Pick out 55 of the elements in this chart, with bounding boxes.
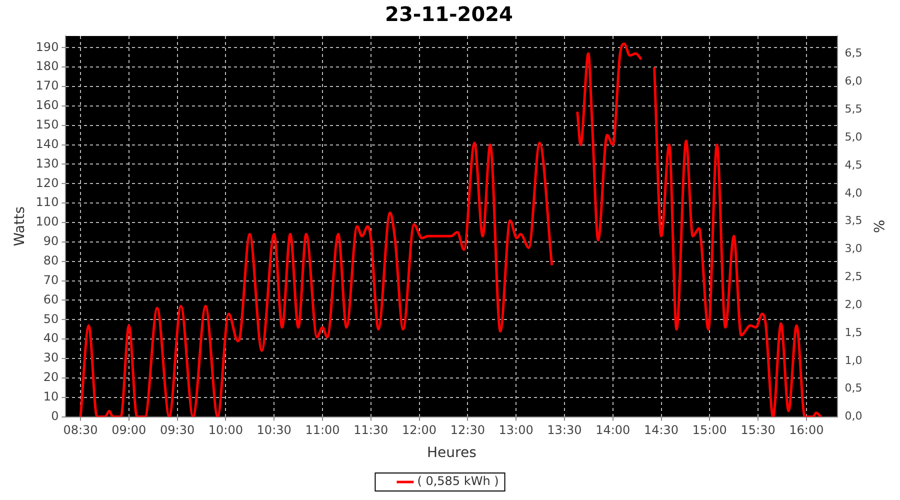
y-tick-label: 30 bbox=[43, 350, 59, 365]
y2-tick-label: 5,0 bbox=[844, 130, 862, 144]
y2-tick-label: 3,5 bbox=[844, 214, 862, 228]
y-tick-label: 70 bbox=[43, 272, 59, 287]
y-tick-label: 80 bbox=[43, 253, 59, 268]
y-tick-label: 150 bbox=[36, 117, 59, 132]
y-tick-label: 60 bbox=[43, 292, 59, 306]
x-axis-title: Heures bbox=[427, 445, 476, 462]
y2-tick-label: 1,0 bbox=[844, 354, 862, 367]
y-tick-label: 130 bbox=[36, 156, 59, 170]
x-tick-label: 11:30 bbox=[354, 423, 388, 438]
y2-tick-label: 5,5 bbox=[844, 102, 862, 116]
y-tick-label: 20 bbox=[43, 370, 59, 384]
y2-tick-label: 0,5 bbox=[844, 382, 862, 395]
y-tick-label: 190 bbox=[36, 40, 59, 54]
y-tick-label: 90 bbox=[43, 234, 59, 248]
y2-tick-label: 1,5 bbox=[844, 326, 862, 339]
x-tick-label: 14:00 bbox=[596, 423, 630, 438]
y2-tick-label: 2,5 bbox=[844, 270, 862, 284]
x-tick-label: 09:30 bbox=[160, 423, 195, 438]
y-tick-label: 10 bbox=[43, 389, 59, 404]
y-tick-label: 110 bbox=[36, 195, 59, 210]
x-tick-label: 13:00 bbox=[498, 423, 534, 438]
y-tick-label: 180 bbox=[36, 59, 59, 74]
y-tick-label: 100 bbox=[36, 214, 59, 229]
y-tick-label: 50 bbox=[43, 312, 59, 326]
y2-tick-label: 3,0 bbox=[844, 242, 862, 256]
y-tick-label: 160 bbox=[36, 98, 59, 112]
y2-tick-label: 0,0 bbox=[844, 410, 862, 423]
y-tick-label: 170 bbox=[36, 78, 59, 93]
x-tick-label: 15:30 bbox=[740, 423, 776, 438]
x-tick-label: 12:00 bbox=[402, 423, 437, 438]
legend-label: ( 0,585 kWh ) bbox=[417, 474, 499, 488]
chart-title: 23-11-2024 bbox=[385, 2, 513, 26]
y2-tick-label: 6,5 bbox=[844, 46, 862, 60]
y-tick-label: 120 bbox=[36, 176, 59, 190]
x-tick-label: 13:30 bbox=[547, 423, 582, 438]
x-tick-label: 12:30 bbox=[450, 423, 485, 438]
y-tick-label: 0 bbox=[51, 408, 59, 423]
x-tick-label: 15:00 bbox=[692, 423, 727, 438]
x-tick-label: 10:00 bbox=[208, 423, 243, 438]
x-tick-label: 09:00 bbox=[112, 423, 146, 438]
y-tick-label: 140 bbox=[36, 136, 59, 151]
y-axis-title: Watts bbox=[12, 206, 28, 246]
x-tick-label: 16:00 bbox=[789, 423, 824, 438]
x-tick-label: 08:30 bbox=[63, 423, 98, 438]
y-tick-label: 40 bbox=[43, 331, 59, 346]
x-tick-label: 14:30 bbox=[644, 423, 679, 438]
y2-tick-label: 4,5 bbox=[844, 158, 862, 172]
x-tick-label: 10:30 bbox=[256, 423, 292, 438]
y2-tick-label: 2,0 bbox=[844, 298, 862, 311]
x-tick-label: 11:00 bbox=[305, 423, 340, 438]
y2-tick-label: 4,0 bbox=[844, 186, 862, 200]
y2-tick-label: 6,0 bbox=[844, 74, 862, 88]
y2-axis-title: % bbox=[870, 220, 886, 234]
